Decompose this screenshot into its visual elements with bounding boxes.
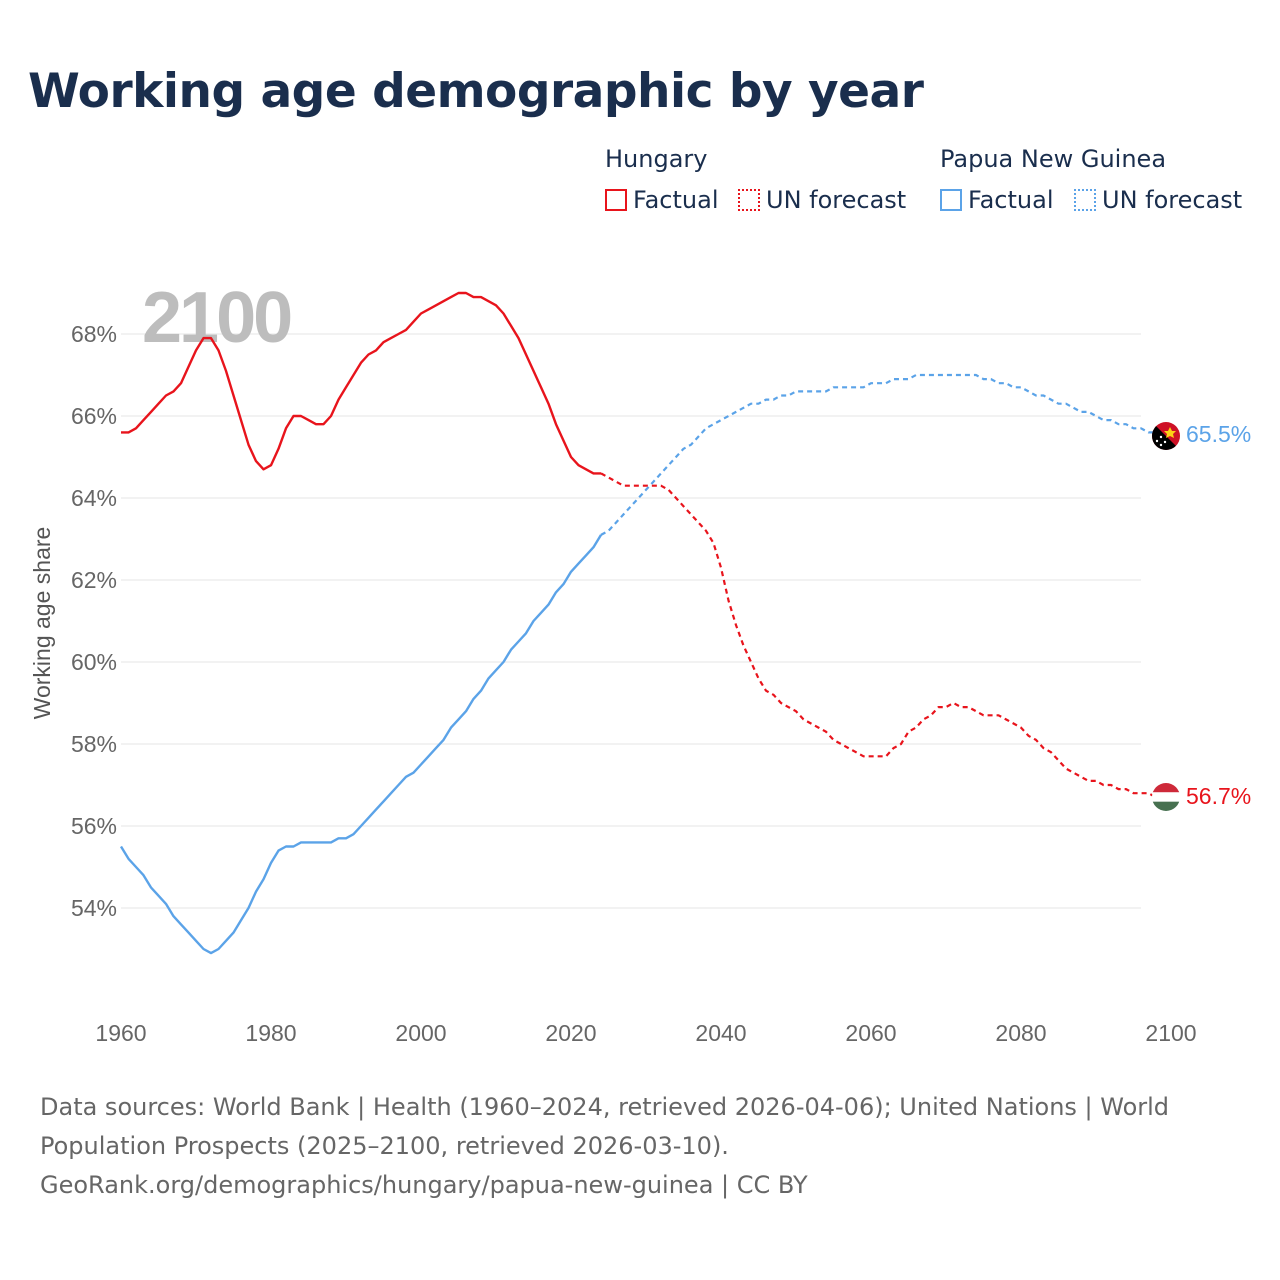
series: [119, 291, 1171, 955]
png-flag-icon: [1152, 422, 1180, 450]
legend-swatch-dotted-red: [738, 189, 760, 211]
legend-label: UN forecast: [766, 186, 907, 214]
x-tick-label: 2100: [1145, 1020, 1196, 1046]
legend-swatch-solid-blue: [940, 189, 962, 211]
legend-hungary-forecast[interactable]: UN forecast: [738, 186, 906, 214]
y-tick-label: 56%: [71, 813, 117, 839]
year-watermark: 2100: [142, 278, 291, 358]
legend-group-papua-new-guinea: Papua New Guinea: [940, 145, 1167, 173]
y-tick-label: 58%: [71, 731, 117, 757]
x-axis-ticks: 1960 1980 2000 2020 2040 2060 2080 2100: [95, 1020, 1196, 1046]
hungary-flag-icon: [1152, 783, 1180, 811]
x-tick-label: 2000: [395, 1020, 446, 1046]
legend-hungary-factual[interactable]: Factual: [605, 186, 719, 214]
x-tick-label: 2040: [695, 1020, 746, 1046]
papua-new-guinea-factual-line: [119, 534, 603, 955]
legend-png-factual[interactable]: Factual: [940, 186, 1054, 214]
png-end-value-label: 65.5%: [1186, 421, 1251, 447]
y-tick-label: 68%: [71, 321, 117, 347]
legend-swatch-solid-red: [605, 189, 627, 211]
x-tick-label: 2020: [545, 1020, 596, 1046]
footer: Data sources: World Bank | Health (1960–…: [40, 1088, 1220, 1205]
legend-label: UN forecast: [1102, 186, 1243, 214]
legend-label: Factual: [968, 186, 1054, 214]
y-tick-label: 60%: [71, 649, 117, 675]
legend-group-hungary: Hungary: [605, 145, 708, 173]
footer-credit-link[interactable]: GeoRank.org/demographics/hungary/papua-n…: [40, 1171, 808, 1199]
x-tick-label: 1980: [245, 1020, 296, 1046]
x-tick-label: 1960: [95, 1020, 146, 1046]
legend-label: Factual: [633, 186, 719, 214]
hungary-forecast-line: [600, 472, 1171, 799]
footer-sources-line2: Population Prospects (2025–2100, retriev…: [40, 1132, 729, 1160]
footer-sources-line1: Data sources: World Bank | Health (1960–…: [40, 1093, 1170, 1121]
hungary-factual-line: [121, 291, 601, 475]
legend-swatch-dotted-blue: [1074, 189, 1096, 211]
x-tick-label: 2080: [995, 1020, 1046, 1046]
papua-new-guinea-forecast-line: [600, 373, 1171, 536]
y-tick-label: 62%: [71, 567, 117, 593]
y-axis-ticks: 54% 56% 58% 60% 62% 64% 66% 68%: [71, 321, 117, 921]
y-tick-label: 54%: [71, 895, 117, 921]
legend-png-forecast[interactable]: UN forecast: [1074, 186, 1242, 214]
x-tick-label: 2060: [845, 1020, 896, 1046]
y-tick-label: 64%: [71, 485, 117, 511]
y-tick-label: 66%: [71, 403, 117, 429]
hungary-end-value-label: 56.7%: [1186, 783, 1251, 809]
chart-title: Working age demographic by year: [28, 64, 924, 119]
gridlines: [121, 333, 1141, 909]
y-axis-label: Working age share: [29, 527, 55, 720]
